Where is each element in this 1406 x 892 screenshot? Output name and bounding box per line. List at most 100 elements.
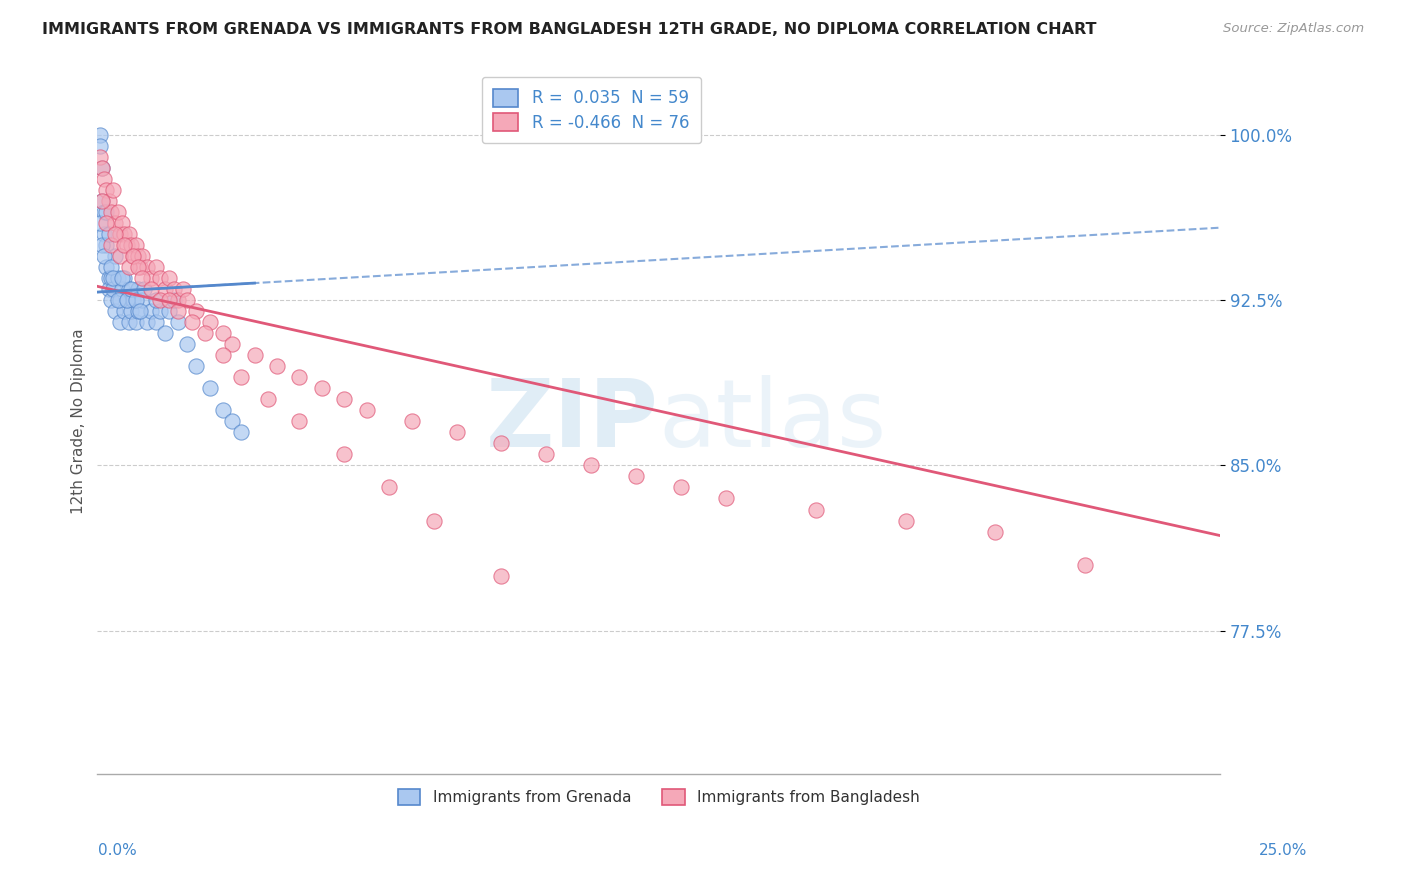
Point	[90, 161, 112, 175]
Text: 0.0%: 0.0%	[98, 843, 138, 858]
Point	[491, 436, 513, 450]
Point	[107, 204, 129, 219]
Point	[229, 370, 252, 384]
Point	[97, 282, 120, 296]
Point	[90, 194, 112, 208]
Point	[157, 271, 180, 285]
Point	[198, 315, 221, 329]
Point	[104, 304, 127, 318]
Point	[118, 282, 141, 296]
Point	[108, 293, 131, 307]
Point	[176, 293, 198, 307]
Point	[167, 315, 190, 329]
Point	[333, 447, 356, 461]
Point	[581, 458, 603, 473]
Point	[194, 326, 217, 340]
Point	[184, 304, 207, 318]
Point	[118, 315, 141, 329]
Point	[176, 337, 198, 351]
Point	[124, 238, 146, 252]
Point	[108, 315, 131, 329]
Point	[124, 315, 146, 329]
Point	[149, 293, 172, 307]
Point	[163, 282, 186, 296]
Point	[90, 161, 112, 175]
Point	[118, 260, 141, 274]
Point	[229, 425, 252, 440]
Point	[257, 392, 280, 407]
Point	[145, 315, 167, 329]
Point	[122, 249, 145, 263]
Point	[89, 138, 111, 153]
Legend: Immigrants from Grenada, Immigrants from Bangladesh: Immigrants from Grenada, Immigrants from…	[387, 778, 931, 816]
Point	[141, 271, 163, 285]
Point	[141, 304, 163, 318]
Point	[266, 359, 288, 374]
Point	[149, 304, 172, 318]
Point	[100, 238, 122, 252]
Point	[153, 282, 176, 296]
Point	[97, 271, 120, 285]
Point	[96, 216, 118, 230]
Point	[145, 260, 167, 274]
Point	[96, 204, 118, 219]
Point	[212, 403, 235, 417]
Point	[111, 282, 134, 296]
Point	[131, 271, 153, 285]
Point	[311, 381, 333, 395]
Point	[129, 304, 152, 318]
Point	[894, 514, 917, 528]
Point	[212, 326, 235, 340]
Point	[145, 293, 167, 307]
Point	[93, 227, 115, 241]
Point	[97, 194, 120, 208]
Point	[93, 249, 115, 263]
Point	[115, 238, 138, 252]
Point	[112, 238, 135, 252]
Point	[127, 260, 149, 274]
Point	[163, 293, 186, 307]
Point	[115, 293, 138, 307]
Point	[491, 568, 513, 582]
Point	[167, 304, 190, 318]
Point	[111, 271, 134, 285]
Point	[100, 204, 122, 219]
Point	[157, 304, 180, 318]
Point	[127, 304, 149, 318]
Point	[120, 282, 142, 296]
Point	[118, 227, 141, 241]
Point	[714, 491, 737, 506]
Point	[167, 293, 190, 307]
Point	[198, 381, 221, 395]
Point	[90, 238, 112, 252]
Point	[115, 293, 138, 307]
Point	[100, 293, 122, 307]
Point	[89, 128, 111, 142]
Point	[288, 414, 311, 428]
Text: IMMIGRANTS FROM GRENADA VS IMMIGRANTS FROM BANGLADESH 12TH GRADE, NO DIPLOMA COR: IMMIGRANTS FROM GRENADA VS IMMIGRANTS FR…	[42, 22, 1097, 37]
Point	[124, 293, 146, 307]
Point	[135, 260, 157, 274]
Point	[356, 403, 378, 417]
Point	[122, 249, 145, 263]
Point	[127, 249, 149, 263]
Point	[89, 150, 111, 164]
Point	[669, 480, 692, 494]
Point	[112, 304, 135, 318]
Point	[97, 227, 120, 241]
Point	[1074, 558, 1097, 572]
Point	[131, 293, 153, 307]
Point	[157, 293, 180, 307]
Point	[101, 282, 124, 296]
Point	[172, 282, 194, 296]
Point	[108, 249, 131, 263]
Point	[111, 216, 134, 230]
Point	[112, 271, 135, 285]
Point	[104, 249, 127, 263]
Point	[212, 348, 235, 362]
Point	[101, 183, 124, 197]
Point	[129, 260, 152, 274]
Point	[104, 227, 127, 241]
Point	[333, 392, 356, 407]
Point	[624, 469, 647, 483]
